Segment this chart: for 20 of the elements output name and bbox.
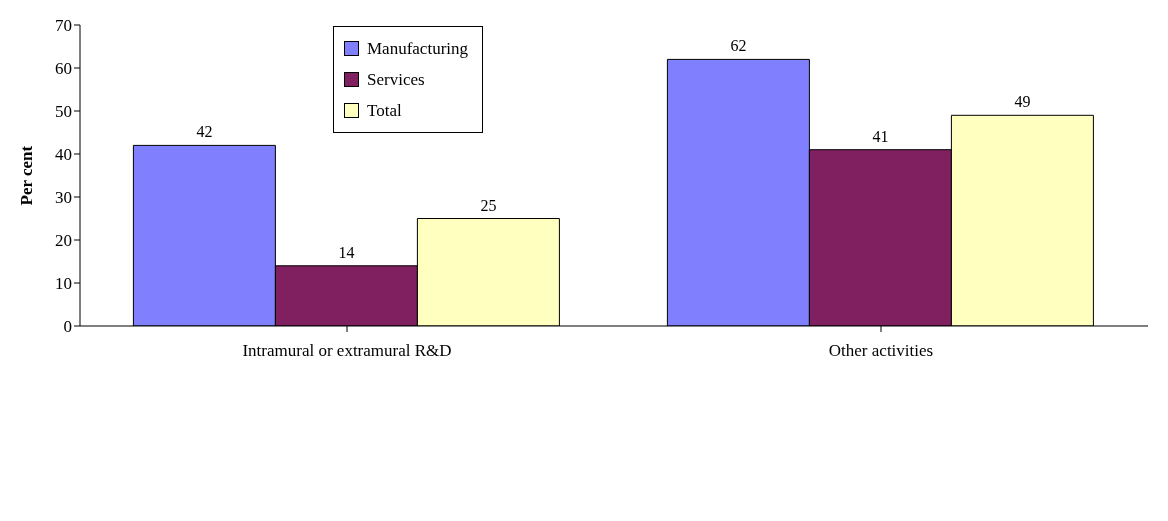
legend-label: Manufacturing [367, 38, 469, 59]
y-tick-label: 50 [55, 102, 72, 122]
data-label: 49 [1014, 93, 1031, 111]
data-label: 14 [338, 243, 355, 261]
legend-label: Total [367, 100, 402, 121]
data-label: 62 [730, 37, 747, 55]
data-label: 41 [872, 127, 889, 145]
y-axis-title: Per cent [17, 145, 37, 206]
y-tick-label: 40 [55, 145, 72, 165]
x-tick-label: Intramural or extramural R&D [242, 341, 452, 361]
legend-label: Services [367, 69, 425, 90]
y-tick-label: 0 [63, 317, 72, 337]
y-tick-label: 70 [55, 16, 72, 36]
y-tick-label: 30 [55, 188, 72, 208]
data-label: 42 [196, 123, 213, 141]
y-tick-label: 60 [55, 59, 72, 79]
y-tick-label: 10 [55, 274, 72, 294]
x-tick-label: Other activities [828, 341, 934, 361]
data-label: 25 [480, 196, 497, 214]
y-tick-label: 20 [55, 231, 72, 251]
